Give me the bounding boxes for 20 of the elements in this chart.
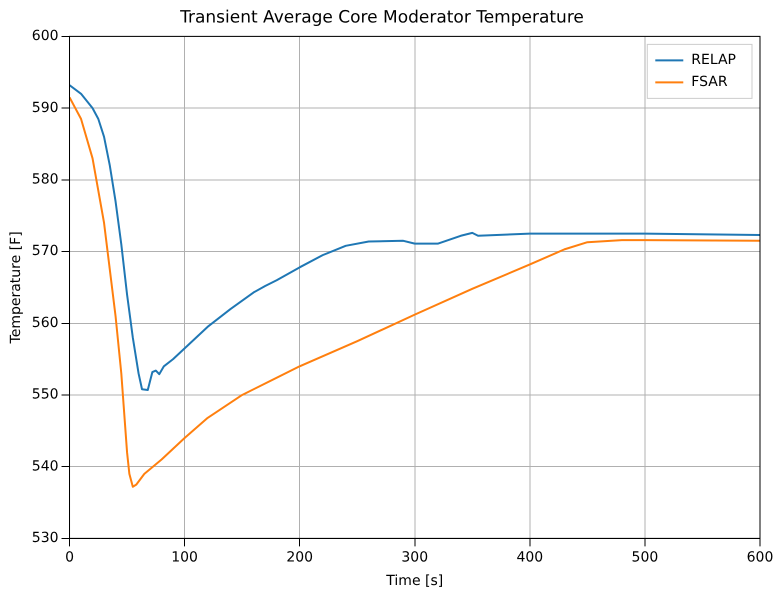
x-tick-label: 500 <box>632 549 658 566</box>
legend-label: FSAR <box>691 74 728 90</box>
x-tick-label: 0 <box>65 549 74 566</box>
y-tick-label: 570 <box>32 243 59 260</box>
y-tick-label: 530 <box>32 530 59 546</box>
y-tick-label: 580 <box>32 171 59 188</box>
legend-label: RELAP <box>691 52 736 68</box>
y-tick-label: 540 <box>32 458 59 474</box>
y-axis-title: Temperature [F] <box>8 231 24 344</box>
y-tick-label: 600 <box>32 28 59 44</box>
x-tick-label: 300 <box>401 549 428 566</box>
y-tick-label: 590 <box>32 100 59 116</box>
chart-title: Transient Average Core Moderator Temperature <box>179 8 584 28</box>
y-tick-label: 560 <box>32 314 59 331</box>
x-tick-label: 400 <box>516 549 544 566</box>
x-axis-title: Time [s] <box>385 573 444 590</box>
x-tick-label: 600 <box>746 549 774 566</box>
y-tick-label: 550 <box>32 386 59 403</box>
x-tick-label: 100 <box>171 549 198 566</box>
x-tick-label: 200 <box>286 549 314 566</box>
